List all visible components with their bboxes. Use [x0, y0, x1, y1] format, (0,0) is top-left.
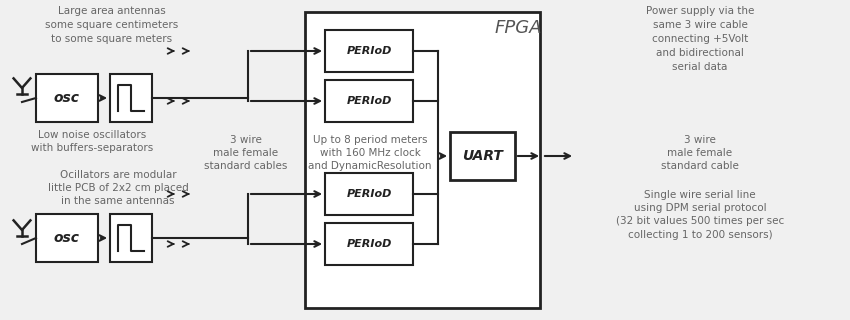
Text: PERIoD: PERIoD	[346, 46, 392, 56]
Text: PERIoD: PERIoD	[346, 189, 392, 199]
Text: osc: osc	[54, 91, 80, 105]
FancyBboxPatch shape	[36, 74, 98, 122]
FancyBboxPatch shape	[325, 80, 413, 122]
Text: 3 wire
male female
standard cables: 3 wire male female standard cables	[204, 135, 287, 172]
Text: UART: UART	[462, 149, 503, 163]
Text: Up to 8 period meters
with 160 MHz clock
and DynamicResolution: Up to 8 period meters with 160 MHz clock…	[309, 135, 432, 172]
Text: PERIoD: PERIoD	[346, 239, 392, 249]
Text: FPGA: FPGA	[494, 19, 541, 37]
Text: Large area antennas
some square centimeters
to some square meters: Large area antennas some square centimet…	[45, 6, 178, 44]
FancyBboxPatch shape	[110, 74, 152, 122]
FancyBboxPatch shape	[325, 30, 413, 72]
Text: osc: osc	[54, 231, 80, 245]
Text: Single wire serial line
using DPM serial protocol
(32 bit values 500 times per s: Single wire serial line using DPM serial…	[616, 190, 784, 240]
Text: Ocillators are modular
little PCB of 2x2 cm placed
in the same antennas: Ocillators are modular little PCB of 2x2…	[48, 170, 189, 206]
FancyBboxPatch shape	[305, 12, 540, 308]
Text: Low noise oscillators
with buffers-separators: Low noise oscillators with buffers-separ…	[31, 130, 153, 153]
Text: PERIoD: PERIoD	[346, 96, 392, 106]
FancyBboxPatch shape	[325, 223, 413, 265]
FancyBboxPatch shape	[110, 214, 152, 262]
Text: 3 wire
male female
standard cable: 3 wire male female standard cable	[661, 135, 739, 172]
FancyBboxPatch shape	[36, 214, 98, 262]
FancyBboxPatch shape	[450, 132, 515, 180]
FancyBboxPatch shape	[325, 173, 413, 215]
Text: Power supply via the
same 3 wire cable
connecting +5Volt
and bidirectional
seria: Power supply via the same 3 wire cable c…	[646, 6, 754, 72]
